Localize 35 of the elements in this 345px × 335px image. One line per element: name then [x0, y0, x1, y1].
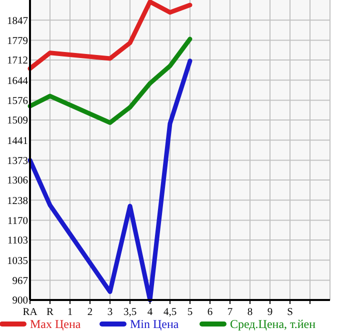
- x-tick-label: 2: [87, 307, 93, 318]
- y-tick-label: 1509: [7, 116, 28, 127]
- x-tick-label: 4,5: [163, 307, 177, 318]
- x-tick-label: 6: [207, 307, 213, 318]
- y-tick-label: 1238: [7, 196, 28, 207]
- line-series: [28, 0, 192, 71]
- y-tick-label: 1373: [7, 156, 28, 167]
- y-tick-label: 1306: [7, 176, 28, 187]
- x-tick-label: 3,5: [123, 307, 137, 318]
- y-tick-label: 1576: [7, 96, 28, 107]
- y-tick-label: 1779: [7, 36, 28, 47]
- x-tick-label: 3: [107, 307, 113, 318]
- y-tick-label: 1103: [7, 236, 28, 247]
- x-tick-label: R: [46, 307, 54, 318]
- legend-label: Сред.Цена, т.йен: [230, 317, 316, 331]
- x-tick-label: 4: [147, 307, 154, 318]
- x-tick-label: 5: [187, 307, 193, 318]
- x-tick-label: 9: [267, 307, 273, 318]
- x-tick-label: RA: [22, 307, 38, 318]
- legend-label: Min Цена: [130, 317, 180, 331]
- legend-label: Max Цена: [30, 317, 82, 331]
- y-tick-label: 1170: [7, 216, 28, 227]
- x-tick-label: 1: [67, 307, 73, 318]
- y-tick-label: 1441: [7, 136, 28, 147]
- line-series: [28, 58, 192, 302]
- y-tick-label: 1644: [7, 76, 29, 87]
- x-tick-label: 7: [227, 307, 233, 318]
- y-tick-label: 1035: [7, 256, 28, 267]
- y-tick-label: 900: [12, 296, 28, 307]
- line-series: [28, 36, 192, 125]
- y-tick-label: 967: [12, 276, 28, 287]
- x-tick-label: 8: [247, 307, 253, 318]
- y-tick-label: 1847: [7, 16, 28, 27]
- x-tick-label: S: [287, 307, 294, 318]
- y-tick-label: 1712: [7, 56, 28, 67]
